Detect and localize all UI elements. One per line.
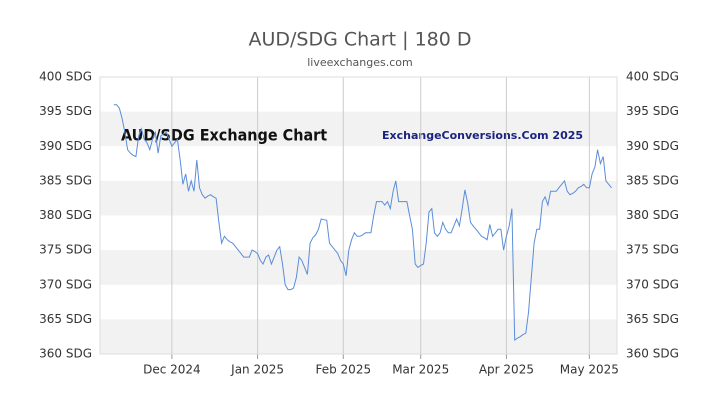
y2-tick-label: 385 SDG [626, 173, 679, 187]
y2-tick-label: 370 SDG [626, 277, 679, 291]
x-tick-label: Dec 2024 [143, 363, 201, 377]
y-tick-label: 380 SDG [39, 208, 92, 222]
y2-tick-label: 360 SDG [626, 347, 679, 361]
y-tick-label: 400 SDG [39, 70, 92, 84]
y2-tick-label: 395 SDG [626, 104, 679, 118]
grid-band [100, 180, 617, 216]
y-tick-label: 385 SDG [39, 173, 92, 187]
x-tick-label: Feb 2025 [315, 363, 371, 377]
line [113, 104, 612, 342]
x-tick-label: Apr 2025 [479, 363, 534, 377]
y2-tick-label: 365 SDG [626, 312, 679, 326]
y2-tick-label: 375 SDG [626, 243, 679, 257]
bands [100, 111, 617, 354]
y2-tick-label: 380 SDG [626, 208, 679, 222]
x-tick-label: May 2025 [560, 363, 619, 377]
grid-band [100, 319, 617, 354]
plot-border [99, 76, 618, 355]
grid-band [100, 111, 617, 147]
y-tick-label: 390 SDG [39, 139, 92, 153]
y-tick-label: 395 SDG [39, 104, 92, 118]
x-tick-label: Mar 2025 [392, 363, 449, 377]
chart-subtitle: liveexchanges.com [307, 56, 412, 69]
y2-tick-label: 390 SDG [626, 139, 679, 153]
watermark: AUD/SDG Exchange Chart [121, 126, 327, 145]
chart-title: AUD/SDG Chart | 180 D [248, 29, 471, 51]
y-tick-label: 375 SDG [39, 243, 92, 257]
y-tick-label: 370 SDG [39, 277, 92, 291]
y-tick-label: 365 SDG [39, 312, 92, 326]
y2-tick-label: 400 SDG [626, 70, 679, 84]
y-tick-label: 360 SDG [39, 347, 92, 361]
watermark: ExchangeConversions.Com 2025 [382, 129, 583, 142]
x-tick-label: Jan 2025 [230, 363, 284, 377]
grid-band [100, 250, 617, 285]
